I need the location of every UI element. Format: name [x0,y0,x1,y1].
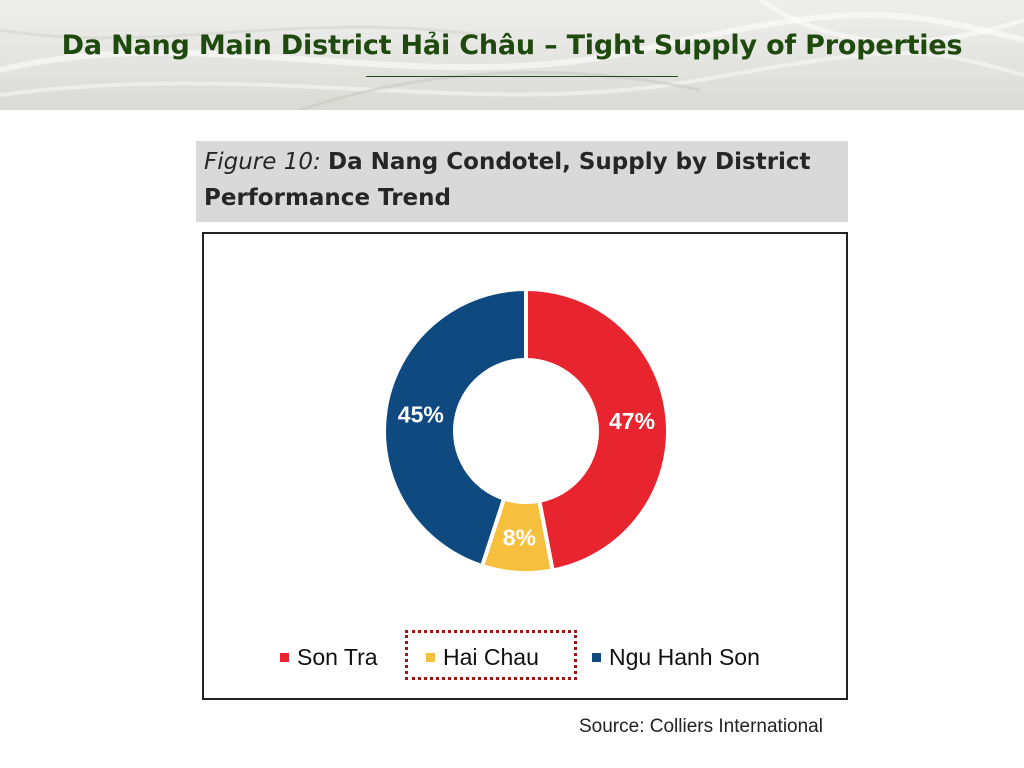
highlight-box [405,630,577,680]
legend-swatch-son-tra [280,653,289,662]
donut-chart: 47% 8% 45% [382,286,670,575]
data-label-ngu-hanh-son: 45% [398,401,444,427]
donut-slice-son-tra [524,286,670,573]
figure-title-line2: Performance Trend [204,185,451,211]
legend-swatch-hai-chau [426,653,435,662]
data-label-hai-chau: 8% [503,524,536,550]
title-underline [366,76,678,77]
banner-texture [0,0,1024,110]
legend-label-hai-chau: Hai Chau [443,644,539,670]
slide-title: Da Nang Main District Hải Châu – Tight S… [61,30,963,61]
chart-frame: 47% 8% 45% Son Tra Hai Chau Ngu Hanh Son [202,232,848,700]
figure-header: Figure 10: Da Nang Condotel, Supply by D… [196,141,848,222]
figure-label: Figure 10: [204,149,321,175]
figure-title-line1: Da Nang Condotel, Supply by District [328,149,811,175]
header-banner [0,0,1024,110]
legend-label-ngu-hanh-son: Ngu Hanh Son [609,644,760,670]
donut-slice-ngu-hanh-son [382,286,528,569]
source-note: Source: Colliers International [579,716,823,737]
legend-swatch-ngu-hanh-son [592,653,601,662]
legend-label-son-tra: Son Tra [297,644,378,670]
data-label-son-tra: 47% [609,408,655,434]
